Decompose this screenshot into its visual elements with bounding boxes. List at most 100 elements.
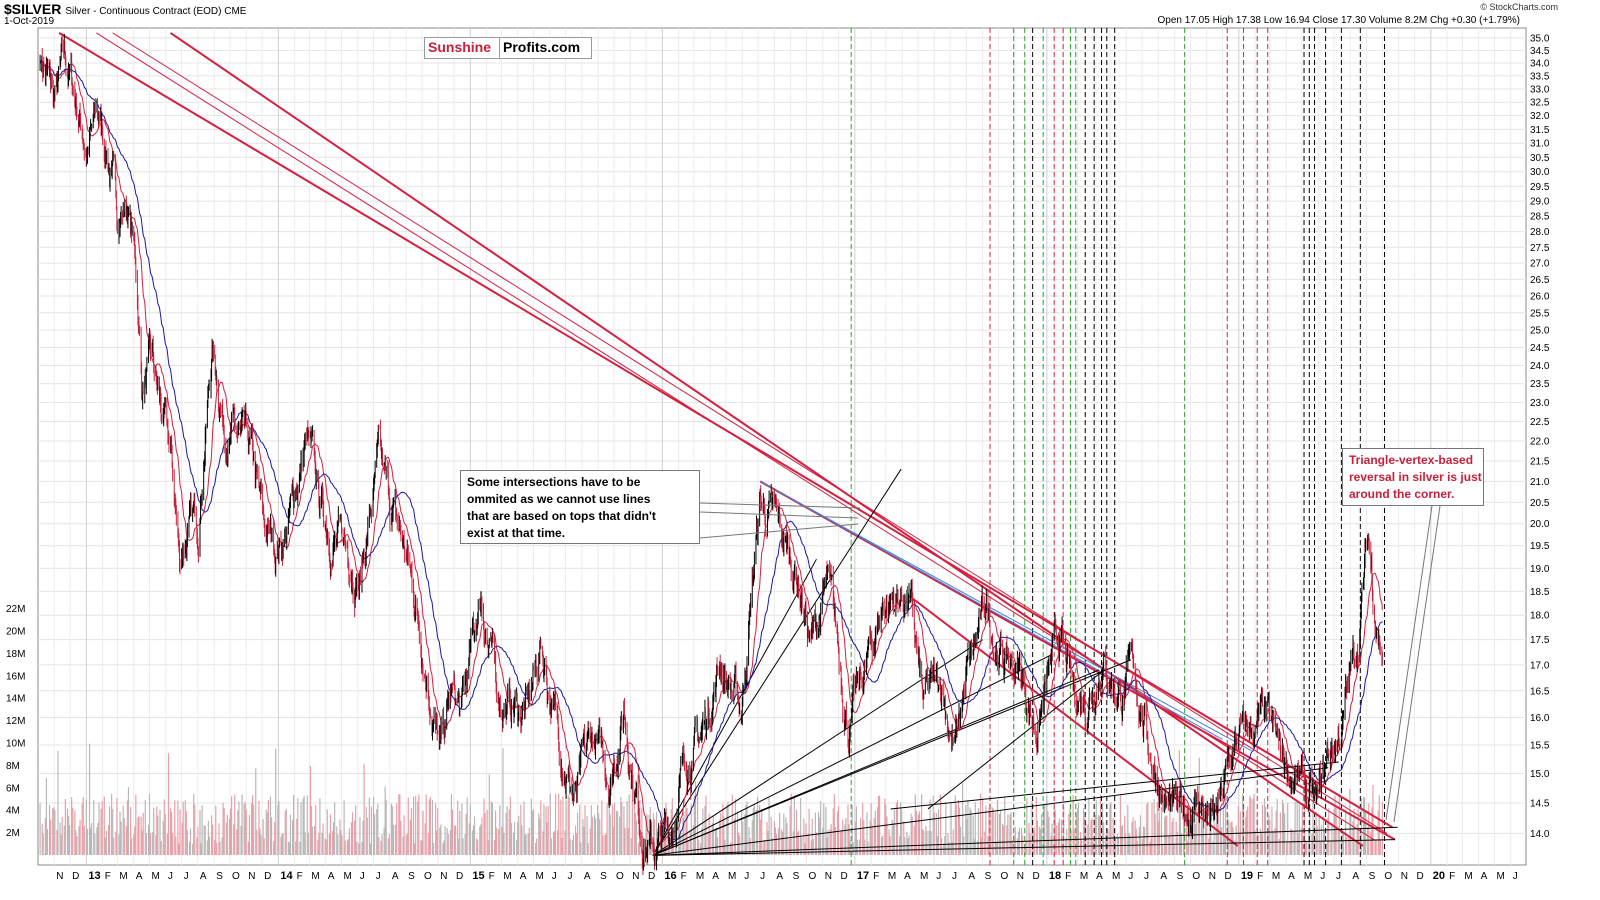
price-tick-label: 29.5 — [1530, 182, 1550, 193]
time-tick-label: O — [616, 871, 624, 882]
time-tick-label: F — [489, 871, 495, 882]
time-tick-label: O — [232, 871, 240, 882]
time-tick-label: D — [264, 871, 271, 882]
price-tick-label: 33.5 — [1530, 71, 1550, 82]
price-tick-label: 30.0 — [1530, 167, 1550, 178]
note-line: ommited as we cannot use lines — [467, 492, 651, 506]
time-tick-label: D — [1416, 871, 1423, 882]
time-tick-label: S — [1369, 871, 1376, 882]
time-tick-label: 14 — [280, 870, 293, 882]
time-tick-label: N — [56, 871, 63, 882]
time-tick-label: N — [632, 871, 639, 882]
time-tick-label: S — [985, 871, 992, 882]
price-tick-label: 22.5 — [1530, 417, 1550, 428]
price-tick-label: 31.5 — [1530, 125, 1550, 136]
time-tick-label: 16 — [664, 870, 676, 882]
time-tick-label: J — [552, 871, 557, 882]
annotation-leaders — [699, 502, 1441, 823]
note-line: around the corner. — [1349, 487, 1455, 501]
time-tick-label: O — [1384, 871, 1392, 882]
ohlc-readout: Open 17.05 High 17.38 Low 16.94 Close 17… — [1157, 15, 1520, 26]
logo-sunshine: Sunshine — [428, 39, 492, 55]
time-tick-label: J — [1513, 871, 1518, 882]
time-tick-label: S — [408, 871, 415, 882]
price-tick-label: 27.5 — [1530, 243, 1550, 254]
volume-tick-label: 12M — [6, 716, 25, 727]
time-tick-label: M — [119, 871, 127, 882]
price-tick-label: 27.0 — [1530, 259, 1550, 270]
leader-line — [1385, 505, 1433, 821]
time-tick-label: M — [503, 871, 511, 882]
price-tick-label: 23.5 — [1530, 379, 1550, 390]
price-tick-label: 29.0 — [1530, 197, 1550, 208]
price-tick-label: 31.0 — [1530, 139, 1550, 150]
price-tick-label: 14.5 — [1530, 798, 1550, 809]
time-tick-label: M — [888, 871, 896, 882]
time-tick-label: J — [1320, 871, 1325, 882]
time-tick-label: 15 — [472, 870, 484, 882]
time-tick-label: A — [904, 871, 911, 882]
chart-date: 1-Oct-2019 — [4, 16, 55, 27]
leader-line — [699, 502, 861, 509]
ticker-symbol: $SILVER — [4, 1, 62, 17]
time-tick-label: F — [873, 871, 879, 882]
price-tick-label: 17.5 — [1530, 635, 1550, 646]
volume-tick-label: 4M — [6, 806, 20, 817]
volume-tick-label: 14M — [6, 694, 25, 705]
time-tick-label: A — [776, 871, 783, 882]
note-line: exist at that time. — [467, 526, 566, 540]
cycle-lines — [850, 28, 1386, 865]
time-tick-label: D — [72, 871, 79, 882]
time-tick-label: F — [1065, 871, 1071, 882]
time-tick-label: A — [200, 871, 207, 882]
price-tick-label: 26.5 — [1530, 275, 1550, 286]
price-tick-label: 28.0 — [1530, 227, 1550, 238]
time-tick-label: D — [1225, 871, 1232, 882]
time-tick-label: A — [584, 871, 591, 882]
volume-tick-label: 2M — [6, 828, 20, 839]
price-tick-label: 24.0 — [1530, 361, 1550, 372]
time-tick-label: J — [568, 871, 573, 882]
price-tick-label: 30.5 — [1530, 153, 1550, 164]
price-tick-label: 18.0 — [1530, 611, 1550, 622]
price-tick-label: 19.0 — [1530, 564, 1550, 575]
time-tick-label: M — [1464, 871, 1472, 882]
price-tick-label: 20.0 — [1530, 519, 1550, 530]
time-tick-label: A — [712, 871, 719, 882]
chart-subtitle: Silver - Continuous Contract (EOD) CME — [65, 6, 247, 17]
price-tick-label: 15.0 — [1530, 769, 1550, 780]
time-tick-label: M — [343, 871, 351, 882]
time-tick-label: M — [1080, 871, 1088, 882]
time-tick-label: 17 — [857, 870, 869, 882]
support-line — [890, 761, 1339, 810]
time-tick-label: N — [825, 871, 832, 882]
price-tick-label: 32.0 — [1530, 111, 1550, 122]
time-tick-label: N — [440, 871, 447, 882]
price-tick-label: 21.0 — [1530, 477, 1550, 488]
price-tick-label: 24.5 — [1530, 343, 1550, 354]
time-tick-label: A — [1160, 871, 1167, 882]
price-tick-label: 17.0 — [1530, 660, 1550, 671]
price-tick-label: 14.0 — [1530, 829, 1550, 840]
note-line: reversal in silver is just — [1349, 470, 1482, 484]
volume-tick-label: 22M — [6, 604, 25, 615]
time-tick-label: J — [1128, 871, 1133, 882]
time-tick-label: D — [841, 871, 848, 882]
time-tick-label: J — [936, 871, 941, 882]
price-tick-label: 35.0 — [1530, 33, 1550, 44]
price-tick-label: 22.0 — [1530, 436, 1550, 447]
time-tick-label: A — [328, 871, 335, 882]
lower-resistance-line — [759, 480, 1396, 841]
volume-tick-label: 10M — [6, 739, 25, 750]
time-tick-label: D — [1033, 871, 1040, 882]
volume-tick-label: 20M — [6, 627, 25, 638]
price-tick-label: 21.5 — [1530, 456, 1550, 467]
time-tick-label: J — [952, 871, 957, 882]
price-axis: 14.0 14.5 15.0 15.5 16.0 16.5 17.0 17.5 18.0 18.5… — [1530, 33, 1550, 840]
volume-tick-label: 18M — [6, 649, 25, 660]
time-tick-label: A — [968, 871, 975, 882]
price-tick-label: 28.5 — [1530, 212, 1550, 223]
volume-tick-label: 6M — [6, 783, 20, 794]
price-tick-label: 33.0 — [1530, 84, 1550, 95]
fan-line — [652, 654, 1052, 856]
